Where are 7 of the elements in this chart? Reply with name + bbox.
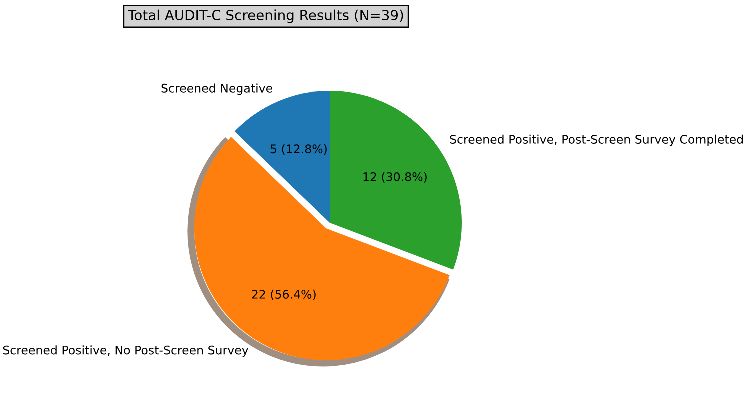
- slice-label: Screened Positive, Post-Screen Survey Completed: [450, 134, 744, 146]
- data-label: 5 (12.8%): [270, 144, 327, 155]
- data-label: 22 (56.4%): [252, 290, 316, 300]
- data-label: 12 (30.8%): [364, 172, 427, 183]
- chart-title: Total AUDIT-C Screening Results (N=39): [128, 10, 404, 24]
- slice-label: Screened Positive, No Post-Screen Survey: [3, 346, 249, 358]
- slice-label: Screened Negative: [162, 84, 272, 96]
